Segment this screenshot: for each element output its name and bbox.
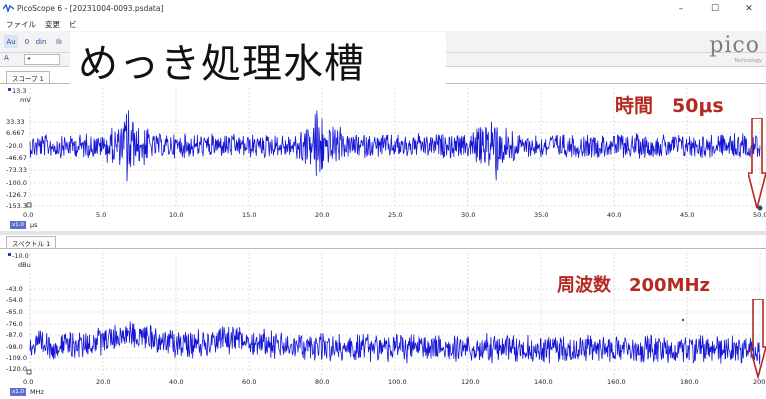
menu-bar: ファイル 変更 ビ <box>0 17 766 31</box>
menu-view[interactable]: ビ <box>69 19 77 29</box>
scope-x-tick-label: 50.0 <box>753 211 766 219</box>
scope-view: 13.3 mV 33.33 6.667 -20.0 -46.67 -73.33 -100.… <box>0 83 766 231</box>
spec-x-tick-label: 180.0 <box>680 378 699 386</box>
scope-x-tick-label: 35.0 <box>534 211 549 219</box>
menu-edit[interactable]: 変更 <box>45 19 60 29</box>
scope-x-tick-label: 10.0 <box>169 211 184 219</box>
spectrum-waveform <box>29 321 761 365</box>
spec-y-tick-label: -87.0 <box>6 331 23 339</box>
scope-y-top-tick: 13.3 <box>12 87 27 95</box>
spec-y-tick-label: -98.0 <box>6 343 23 351</box>
spec-x-tick-label: 80.0 <box>315 378 330 386</box>
time-annotation: 時間 50μs <box>615 95 724 117</box>
spectrum-y-top-tick: -10.0 <box>12 252 29 260</box>
scope-x-tick-label: 40.0 <box>607 211 622 219</box>
channel-a-label[interactable]: A <box>4 54 9 62</box>
scope-x-unit: μs <box>30 221 38 229</box>
scope-x-tick-label: 0.0 <box>23 211 34 219</box>
scope-x-unit-chip: x1.0 <box>10 221 26 229</box>
scope-ruler-handle[interactable] <box>26 202 32 208</box>
pico-logo: pico <box>709 33 760 58</box>
time-down-arrow-icon <box>748 118 766 209</box>
spectrum-ruler-handle[interactable] <box>26 369 32 375</box>
spec-x-tick-label: 60.0 <box>242 378 257 386</box>
scope-x-tick-label: 45.0 <box>680 211 695 219</box>
pico-logo-subtext: Technology <box>733 58 762 64</box>
scope-x-tick-label: 5.0 <box>96 211 107 219</box>
scope-x-tick-label: 20.0 <box>315 211 330 219</box>
window-controls: – ☐ ✕ <box>664 0 766 17</box>
close-button[interactable]: ✕ <box>745 3 753 14</box>
spec-x-tick-label: 140.0 <box>534 378 553 386</box>
spectrum-plot <box>8 253 761 375</box>
maximize-button[interactable]: ☐ <box>710 3 720 14</box>
spectrum-mode-icon[interactable]: Ilı <box>56 37 62 46</box>
picoscope-app-icon <box>3 3 14 14</box>
spec-x-tick-label: 100.0 <box>388 378 407 386</box>
spec-x-tick-label: 20.0 <box>96 378 111 386</box>
spec-x-tick-label: 40.0 <box>169 378 184 386</box>
window-title: PicoScope 6 - [20231004-0093.psdata] <box>17 4 164 13</box>
toolbar-button-3[interactable]: din <box>35 37 47 46</box>
spectrum-x-unit-chip: x1.0 <box>10 388 26 396</box>
channel-a-marker <box>8 88 11 91</box>
spec-y-tick-label: -43.0 <box>6 285 23 293</box>
scope-trace-line <box>29 110 761 182</box>
spec-y-tick-label: -109.0 <box>6 354 27 362</box>
spec-y-tick-label: -54.0 <box>6 296 23 304</box>
scope-x-tick-label: 25.0 <box>388 211 403 219</box>
overlay-title: めっき処理水槽 <box>70 32 446 88</box>
panel-divider[interactable] <box>0 231 766 235</box>
tab-spectrum-1[interactable]: スペクトル 1 <box>6 236 57 249</box>
spectrum-x-unit: MHz <box>30 388 44 396</box>
spectrum-view: -10.0 dBu -43.0 -54.0 -65.0 -76.0 -87.0 -98.0… <box>0 248 766 399</box>
spec-x-tick-label: 200.0 <box>753 378 766 386</box>
spec-x-tick-label: 0.0 <box>23 378 34 386</box>
title-bar: PicoScope 6 - [20231004-0093.psdata] – ☐… <box>0 0 766 17</box>
tab-scope-1[interactable]: スコープ 1 <box>6 71 50 84</box>
spectrum-y-unit: dBu <box>18 261 31 269</box>
scope-y-tick-label: 33.33 <box>6 118 25 126</box>
scope-y-tick-label: -100.0 <box>6 179 27 187</box>
scope-end-ruler[interactable] <box>757 205 763 211</box>
scope-y-tick-label: -73.33 <box>6 166 27 174</box>
toolbar-button-2[interactable]: 0 <box>24 37 30 46</box>
scope-x-tick-label: 30.0 <box>461 211 476 219</box>
scope-y-tick-label: 6.667 <box>6 129 25 137</box>
spec-y-tick-label: -76.0 <box>6 320 23 328</box>
scope-y-tick-label: -46.67 <box>6 154 27 162</box>
scope-y-tick-label: -153.3 <box>6 202 27 210</box>
frequency-down-arrow-icon <box>750 299 766 379</box>
scope-waveform <box>29 110 761 182</box>
scope-y-tick-label: -20.0 <box>6 142 23 150</box>
spec-x-tick-label: 120.0 <box>461 378 480 386</box>
minimize-button[interactable]: – <box>678 3 684 14</box>
auto-setup-button[interactable]: Au <box>4 35 18 48</box>
menu-file[interactable]: ファイル <box>6 19 36 29</box>
spec-y-tick-label: -120.0 <box>6 365 27 373</box>
scope-y-tick-label: -126.7 <box>6 191 27 199</box>
channel-range-select[interactable]: ◂ <box>24 54 60 65</box>
spectrum-channel-marker <box>8 253 11 256</box>
scope-y-unit: mV <box>20 96 31 104</box>
spec-x-tick-label: 160.0 <box>607 378 626 386</box>
scope-plot <box>8 88 763 211</box>
spec-trace-line <box>29 321 761 365</box>
spectrum-marker-dot <box>681 318 685 322</box>
frequency-annotation: 周波数 200MHz <box>557 275 711 296</box>
scope-x-tick-label: 15.0 <box>242 211 257 219</box>
spec-y-tick-label: -65.0 <box>6 308 23 316</box>
